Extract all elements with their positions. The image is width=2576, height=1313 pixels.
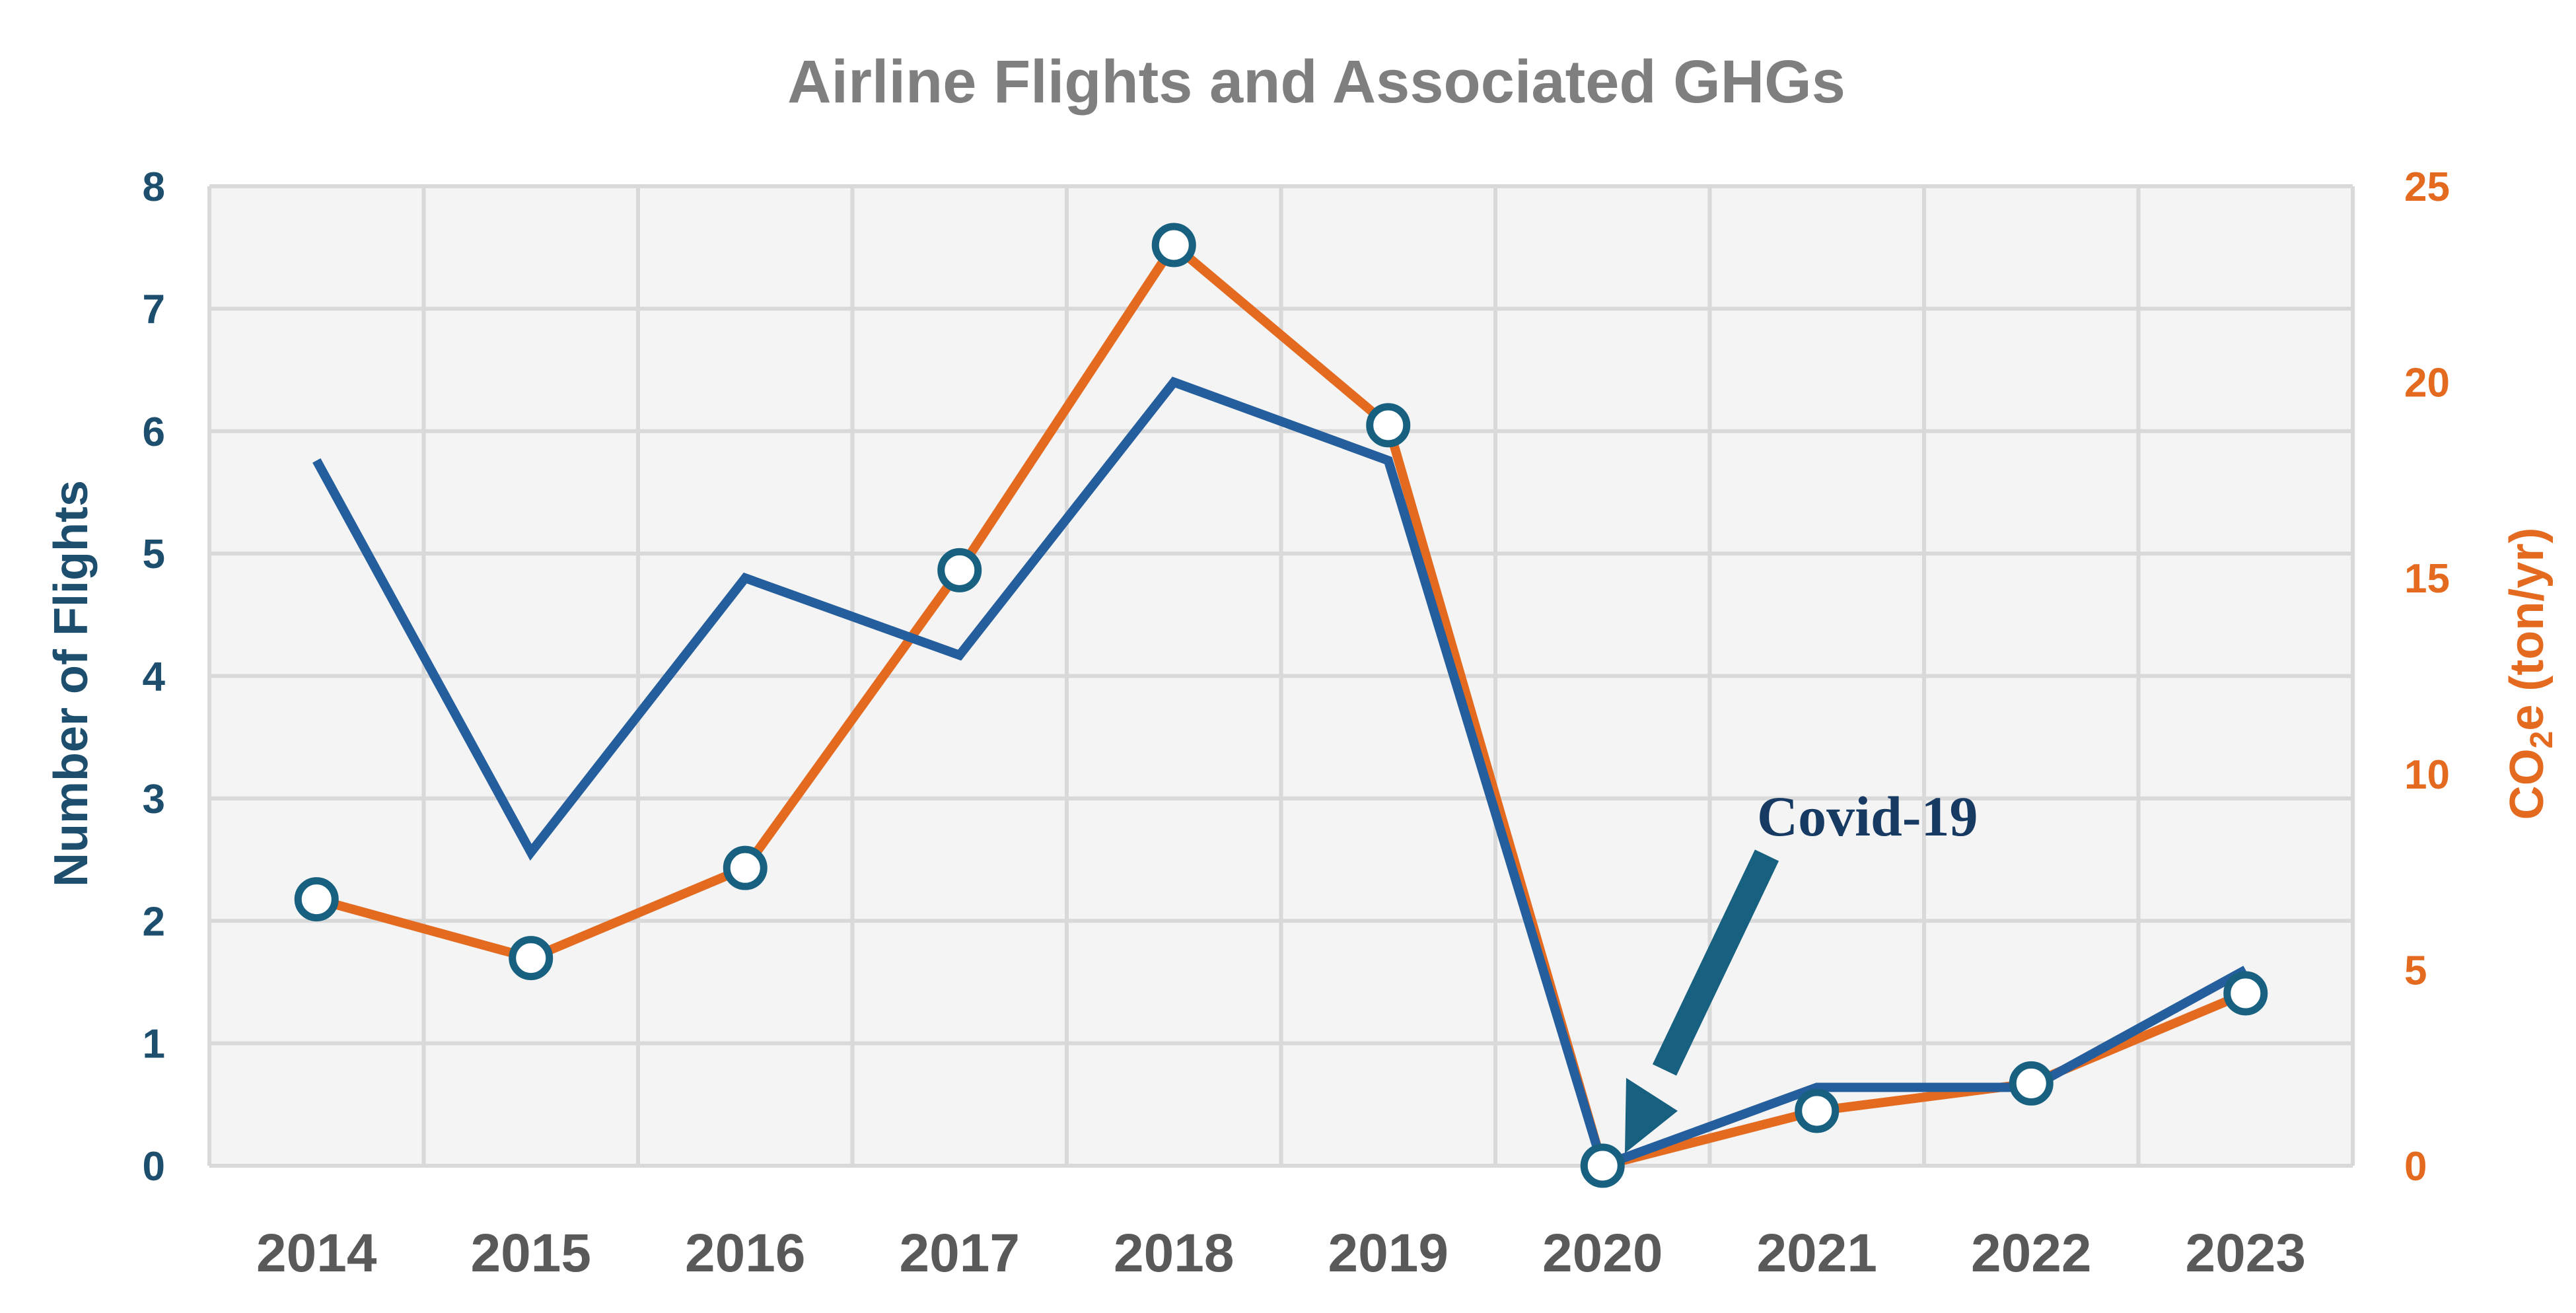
co2e-data-point (723, 845, 768, 890)
gridlines (207, 184, 2355, 1168)
right-tick-label: 15 (2404, 556, 2450, 602)
left-tick-label: 6 (143, 409, 165, 455)
left-tick-label: 7 (143, 287, 165, 332)
co2e-data-point (509, 936, 554, 981)
x-tick-label: 2019 (1328, 1223, 1449, 1283)
left-tick-label: 4 (143, 655, 166, 700)
right-tick-label: 5 (2404, 948, 2427, 993)
co2e-data-point (937, 548, 982, 592)
co2e-data-point (1151, 223, 1196, 267)
chart-title: Airline Flights and Associated GHGs (787, 48, 1845, 116)
co2e-data-point (1795, 1088, 1840, 1133)
x-axis-ticks: 2014 2015 2016 2017 2018 2019 2020 2021 2022 2023 (256, 1223, 2306, 1283)
series-group (294, 223, 2268, 1188)
left-axis-ticks: 0 1 2 3 4 5 6 7 8 (143, 164, 166, 1189)
right-axis-title-subscript: 2 (2524, 731, 2559, 749)
left-tick-label: 1 (143, 1022, 165, 1067)
co2e-data-point (1366, 403, 1411, 448)
right-tick-label: 20 (2404, 361, 2450, 406)
co2e-data-point (2009, 1061, 2054, 1106)
x-tick-label: 2017 (900, 1223, 1020, 1283)
series-line-co2e (315, 238, 2248, 1172)
x-tick-label: 2021 (1757, 1223, 1877, 1283)
co2e-data-point (1580, 1143, 1625, 1188)
right-axis-title-main: CO (2501, 748, 2554, 820)
covid-arrow (1625, 849, 1779, 1153)
left-tick-label: 2 (143, 899, 165, 944)
covid-annotation: Covid-19 (1757, 785, 1978, 848)
right-tick-label: 10 (2404, 752, 2450, 798)
co2e-data-point (2223, 971, 2268, 1016)
x-tick-label: 2015 (471, 1223, 591, 1283)
right-tick-label: 25 (2404, 164, 2450, 210)
x-tick-label: 2014 (256, 1223, 377, 1283)
left-tick-label: 3 (143, 777, 165, 822)
left-tick-label: 8 (143, 164, 165, 210)
right-axis-title-rest: e (ton/yr) (2501, 528, 2554, 731)
x-tick-label: 2016 (685, 1223, 805, 1283)
right-axis-ticks: 0 5 10 15 20 25 (2404, 164, 2450, 1189)
x-tick-label: 2023 (2186, 1223, 2306, 1283)
left-tick-label: 5 (143, 532, 165, 577)
right-axis-title: CO2e (ton/yr) (2501, 528, 2559, 820)
x-tick-label: 2022 (1971, 1223, 2091, 1283)
co2e-data-point (294, 877, 339, 922)
left-tick-label: 0 (143, 1144, 165, 1189)
x-tick-label: 2018 (1114, 1223, 1234, 1283)
x-tick-label: 2020 (1542, 1223, 1663, 1283)
series-line-flights (312, 376, 2248, 1172)
right-tick-label: 0 (2404, 1144, 2427, 1189)
left-axis-title: Number of Flights (45, 480, 98, 887)
